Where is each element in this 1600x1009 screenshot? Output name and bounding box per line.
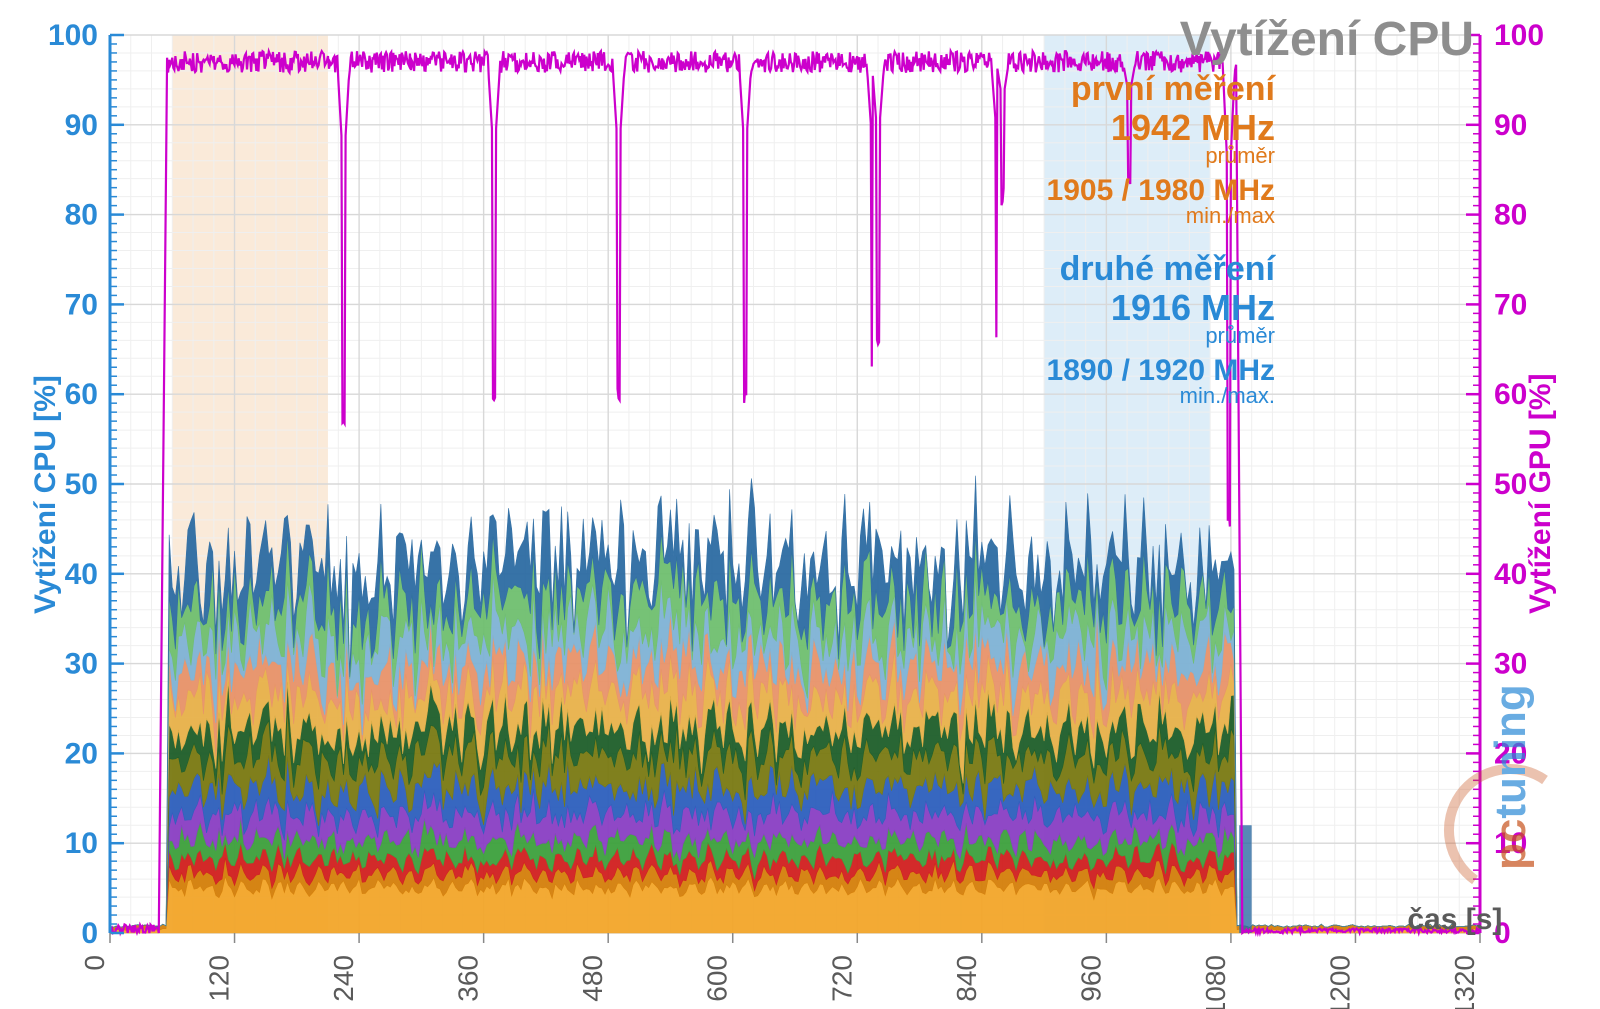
y-right-tick-label: 40 (1494, 558, 1527, 591)
y-left-tick-label: 20 (65, 737, 98, 770)
x-axis-label: čas [s] (1407, 903, 1502, 936)
y-left-tick-label: 60 (65, 378, 98, 411)
y-left-axis-label: Vytížení CPU [%] (29, 375, 62, 614)
x-tick-label: 240 (328, 955, 359, 1002)
annotation-text: průměr (1205, 143, 1275, 168)
annotation-text: průměr (1205, 323, 1275, 348)
y-right-tick-label: 30 (1494, 648, 1527, 681)
y-right-tick-label: 100 (1494, 19, 1544, 52)
y-right-tick-label: 90 (1494, 109, 1527, 142)
y-left-tick-label: 30 (65, 648, 98, 681)
x-tick-label: 1200 (1324, 955, 1355, 1009)
x-tick-label: 480 (577, 955, 608, 1002)
y-left-tick-label: 70 (65, 288, 98, 321)
annotation-text: 1916 MHz (1111, 287, 1275, 328)
y-left-tick-label: 10 (65, 827, 98, 860)
x-tick-label: 840 (951, 955, 982, 1002)
y-right-tick-label: 60 (1494, 378, 1527, 411)
svg-text:pctuning: pctuning (1486, 684, 1535, 870)
annotation-text: 1942 MHz (1111, 107, 1275, 148)
chart-title: Vytížení CPU (1180, 13, 1474, 66)
x-tick-label: 960 (1075, 955, 1106, 1002)
x-tick-label: 1080 (1200, 955, 1231, 1009)
watermark: pctuning (1449, 684, 1545, 880)
y-left-tick-label: 100 (48, 19, 98, 52)
x-tick-label: 720 (826, 955, 857, 1002)
x-tick-label: 600 (702, 955, 733, 1002)
annotation-text: druhé měření (1060, 250, 1277, 288)
chart-svg: 0 10 20 30 40 50 60 70 80 90 100 Vytížení CPU [%] 0 1… (0, 0, 1600, 1009)
x-tick-label: 1320 (1449, 955, 1480, 1009)
chart-container: 0 10 20 30 40 50 60 70 80 90 100 Vytížení CPU [%] 0 1… (0, 0, 1600, 1009)
y-left-tick-label: 50 (65, 468, 98, 501)
y-right-tick-label: 70 (1494, 288, 1527, 321)
x-tick-label: 0 (79, 955, 110, 971)
annotation-text: min./max (1186, 203, 1275, 228)
y-left-tick-label: 0 (81, 917, 98, 950)
y-left-tick-label: 80 (65, 199, 98, 232)
annotation-text: min./max. (1180, 383, 1275, 408)
y-right-tick-label: 80 (1494, 199, 1527, 232)
annotation-text: první měření (1071, 70, 1277, 108)
y-right-tick-label: 50 (1494, 468, 1527, 501)
y-left-tick-label: 40 (65, 558, 98, 591)
x-tick-label: 120 (204, 955, 235, 1002)
y-left-tick-label: 90 (65, 109, 98, 142)
y-right-axis-label: Vytížení GPU [%] (1524, 373, 1557, 614)
x-tick-label: 360 (453, 955, 484, 1002)
